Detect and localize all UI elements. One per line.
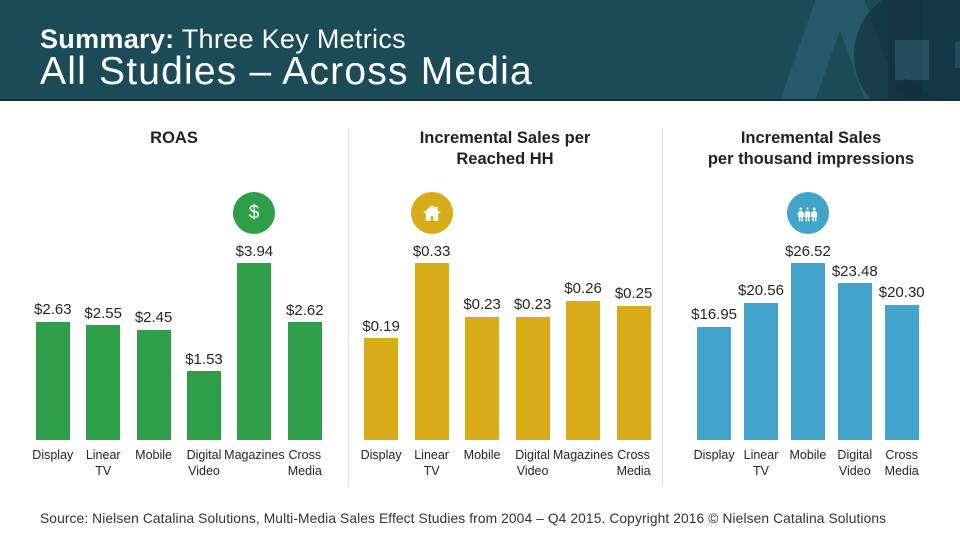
svg-text:$: $ xyxy=(249,203,260,224)
